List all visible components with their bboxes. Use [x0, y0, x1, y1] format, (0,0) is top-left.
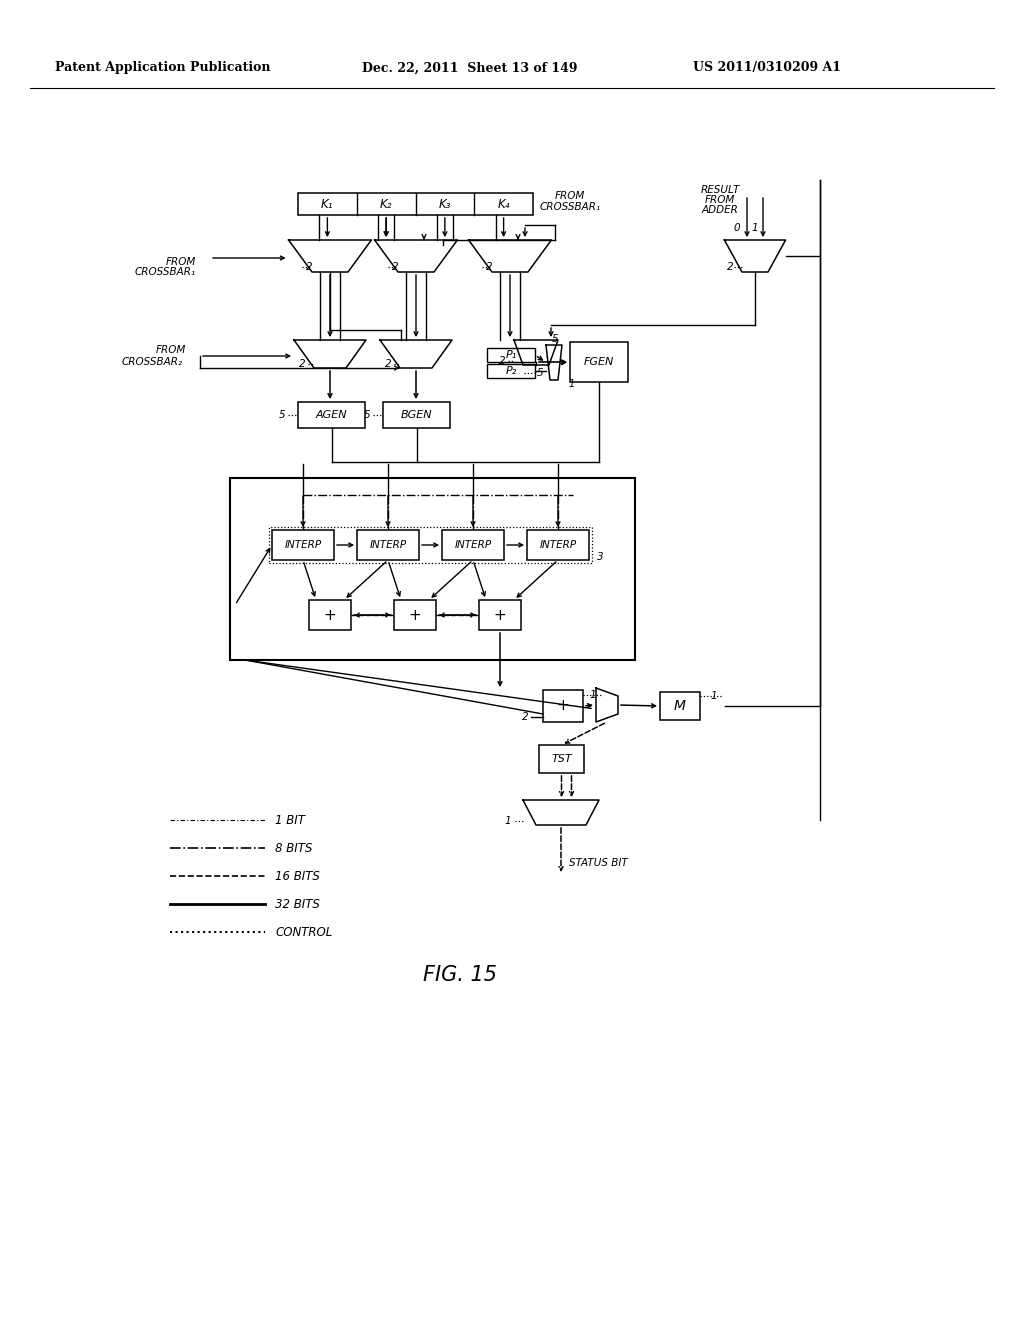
Bar: [394, 601, 436, 630]
Text: 5: 5: [364, 411, 371, 420]
Bar: [269, 527, 592, 564]
Text: RESULT: RESULT: [700, 185, 739, 195]
Text: 3: 3: [597, 552, 603, 562]
Bar: [357, 531, 419, 560]
Text: Dec. 22, 2011  Sheet 13 of 149: Dec. 22, 2011 Sheet 13 of 149: [362, 62, 578, 74]
Text: ADDER: ADDER: [701, 205, 738, 215]
Text: K₁: K₁: [322, 198, 334, 210]
Text: FGEN: FGEN: [584, 356, 614, 367]
Text: 2: 2: [299, 359, 305, 368]
Bar: [543, 690, 583, 722]
Bar: [570, 342, 628, 381]
Bar: [660, 692, 700, 719]
Bar: [309, 601, 351, 630]
Text: STATUS BIT: STATUS BIT: [569, 858, 628, 869]
Text: +: +: [494, 607, 507, 623]
Text: FROM: FROM: [166, 257, 196, 267]
Text: INTERP: INTERP: [455, 540, 492, 550]
Bar: [527, 531, 589, 560]
Text: 32 BITS: 32 BITS: [275, 898, 319, 911]
Text: 8 BITS: 8 BITS: [275, 842, 312, 854]
Text: 2: 2: [485, 263, 493, 272]
Text: +: +: [409, 607, 421, 623]
Text: 2: 2: [521, 711, 528, 722]
Text: 1: 1: [505, 816, 511, 826]
Text: 2: 2: [306, 263, 312, 272]
Text: 1: 1: [569, 379, 575, 389]
Text: +: +: [557, 698, 569, 714]
Bar: [487, 364, 535, 378]
Bar: [272, 531, 334, 560]
Text: 1: 1: [590, 690, 596, 700]
Text: 2: 2: [499, 356, 505, 366]
Text: P₁: P₁: [506, 350, 517, 360]
Bar: [230, 478, 635, 660]
Bar: [298, 403, 365, 428]
Text: US 2011/0310209 A1: US 2011/0310209 A1: [693, 62, 841, 74]
Text: P₂: P₂: [506, 366, 517, 376]
Text: INTERP: INTERP: [285, 540, 322, 550]
Text: 1: 1: [711, 690, 718, 701]
Text: FIG. 15: FIG. 15: [423, 965, 497, 985]
Text: K₃: K₃: [438, 198, 452, 210]
Text: 16 BITS: 16 BITS: [275, 870, 319, 883]
Text: 0: 0: [733, 223, 740, 234]
Text: CROSSBAR₂: CROSSBAR₂: [122, 356, 183, 367]
Bar: [298, 193, 534, 215]
Bar: [479, 601, 521, 630]
Text: M: M: [674, 700, 686, 713]
Text: FROM: FROM: [156, 345, 186, 355]
Bar: [383, 403, 450, 428]
Text: K₂: K₂: [380, 198, 392, 210]
Bar: [442, 531, 504, 560]
Text: INTERP: INTERP: [370, 540, 407, 550]
Text: FROM: FROM: [705, 195, 735, 205]
Text: +: +: [324, 607, 336, 623]
Text: 5: 5: [279, 411, 286, 420]
Text: CONTROL: CONTROL: [275, 925, 332, 939]
Text: TST: TST: [551, 754, 571, 764]
Bar: [487, 348, 535, 362]
Text: 2: 2: [727, 263, 733, 272]
Text: 1: 1: [752, 223, 759, 234]
Text: 5: 5: [537, 368, 544, 378]
Bar: [539, 744, 584, 774]
Text: K₄: K₄: [498, 198, 510, 210]
Text: 5: 5: [552, 334, 558, 345]
Text: BGEN: BGEN: [400, 411, 432, 420]
Text: 2: 2: [385, 359, 391, 368]
Text: 2: 2: [392, 263, 398, 272]
Text: FROM: FROM: [555, 191, 585, 201]
Text: AGEN: AGEN: [315, 411, 347, 420]
Text: Patent Application Publication: Patent Application Publication: [55, 62, 270, 74]
Text: INTERP: INTERP: [540, 540, 577, 550]
Text: CROSSBAR₁: CROSSBAR₁: [135, 267, 196, 277]
Text: 1 BIT: 1 BIT: [275, 813, 305, 826]
Text: CROSSBAR₁: CROSSBAR₁: [540, 202, 600, 213]
